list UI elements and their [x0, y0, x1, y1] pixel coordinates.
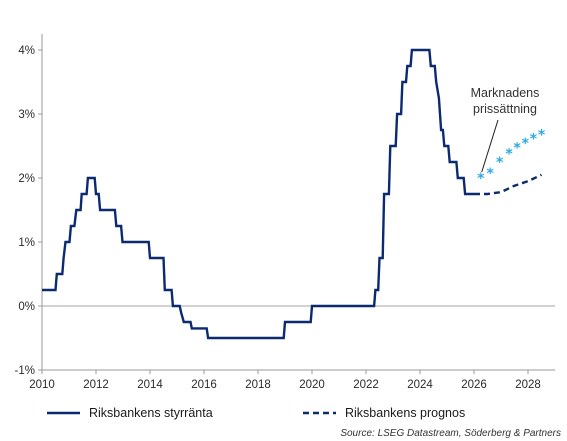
legend-label-prognos: Riksbankens prognos — [345, 406, 465, 420]
x-tick-label: 2028 — [515, 379, 541, 391]
market-pricing-marker: * — [477, 171, 485, 187]
x-tick-label: 2016 — [191, 379, 217, 391]
legend: Riksbankens styrränta Riksbankens progno… — [47, 406, 465, 420]
market-pricing-marker: * — [487, 166, 495, 182]
legend-label-styrranta: Riksbankens styrränta — [89, 406, 213, 420]
market-pricing-marker: * — [514, 140, 522, 156]
series-line-styrranta — [42, 48, 474, 340]
y-tick-label: 1% — [18, 237, 35, 249]
annotation-label-line-2: prissättning — [473, 102, 537, 116]
x-tick-label: 2026 — [461, 379, 487, 391]
annotation-label-line-1: Marknadens — [471, 86, 540, 100]
x-tick-label: 2014 — [137, 379, 163, 391]
market-pricing-marker: * — [496, 155, 504, 171]
market-pricing-marker: * — [530, 131, 538, 147]
source-note: Source: LSEG Datastream, Söderberg & Par… — [340, 428, 561, 439]
x-tick-label: 2018 — [245, 379, 271, 391]
axes-layer — [38, 34, 555, 374]
y-tick-label: 2% — [18, 173, 35, 185]
annotation-layer: Marknadens prissättning — [471, 86, 540, 173]
market-pricing-marker: * — [505, 147, 513, 163]
y-tick-label: 3% — [18, 109, 35, 121]
x-tick-label: 2012 — [83, 379, 109, 391]
y-tick-label: -1% — [15, 365, 35, 377]
x-tick-label: 2024 — [407, 379, 433, 391]
series-layer: * *** * * * * — [42, 48, 546, 340]
market-pricing-marker: * — [522, 136, 530, 152]
tick-labels-layer: -1% 0% 1% 2% 3% 4% 2010 2012 2014 2016 2018 2020 202… — [15, 45, 541, 391]
annotation-arrow — [481, 119, 499, 173]
x-tick-label: 2022 — [353, 379, 379, 391]
x-tick-label: 2020 — [299, 379, 325, 391]
x-tick-label: 2010 — [29, 379, 55, 391]
series-line-prognos — [474, 173, 543, 196]
market-pricing-marker: * — [538, 127, 546, 143]
y-tick-label: 4% — [18, 45, 35, 57]
y-tick-label: 0% — [18, 301, 35, 313]
